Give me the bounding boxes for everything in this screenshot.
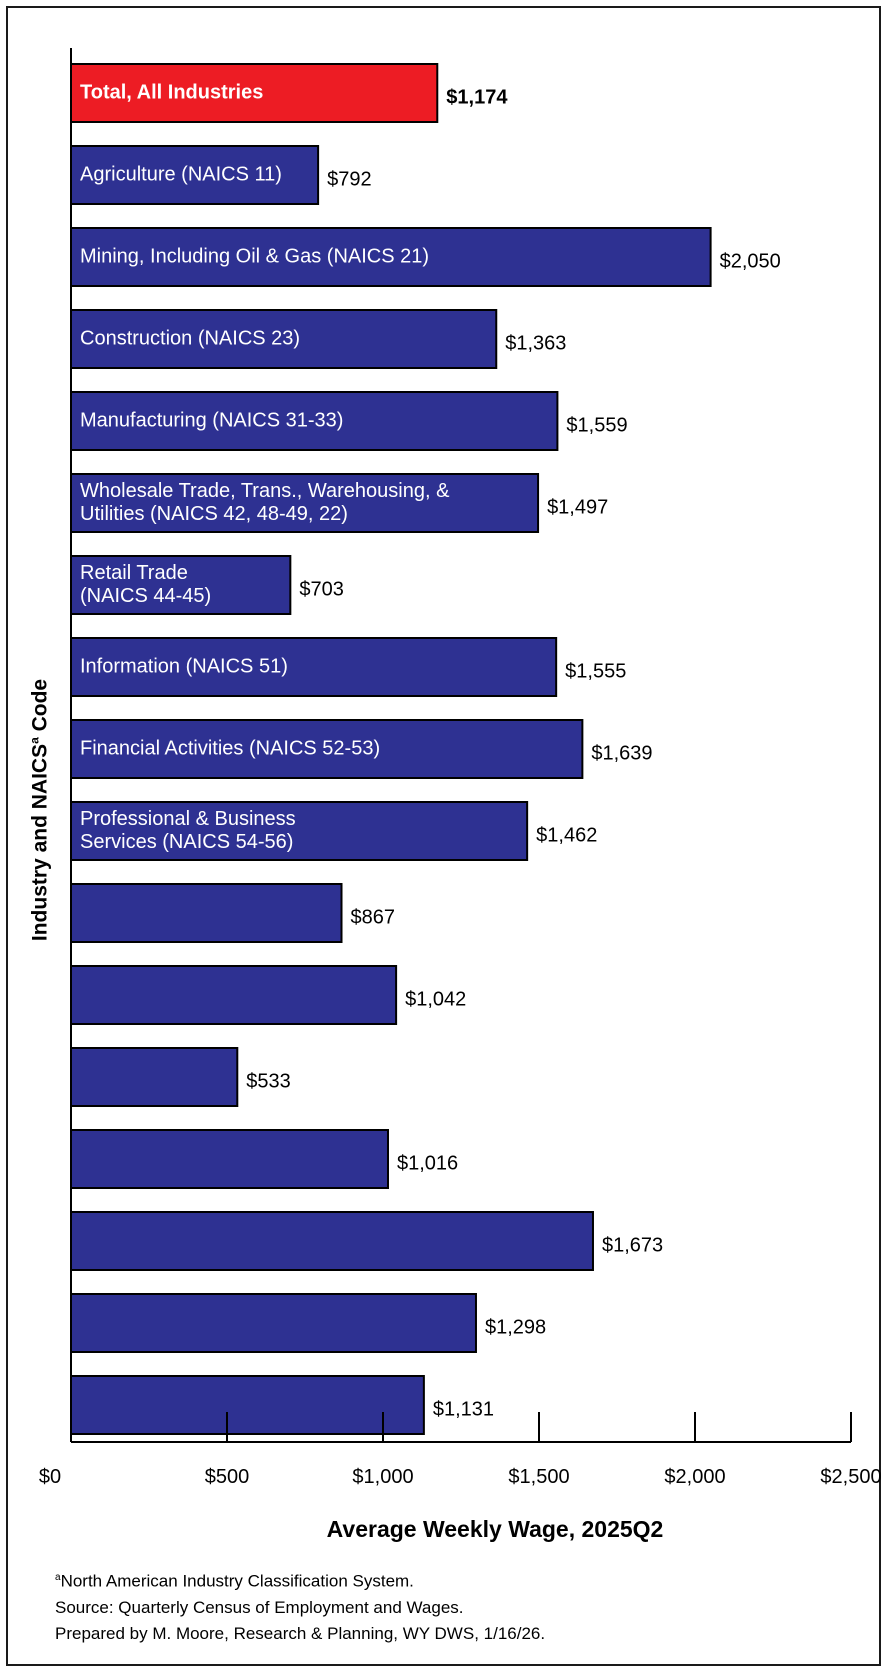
bar (70, 1211, 594, 1271)
footnote-definition: aNorth American Industry Classification … (55, 1571, 414, 1591)
bar (70, 1375, 425, 1435)
value-label: $792 (327, 168, 372, 190)
category-label: Agriculture (NAICS 11) (80, 163, 282, 185)
category-label: Construction (NAICS 23) (80, 327, 300, 349)
bar (70, 801, 529, 861)
category-label: Utilities (NAICS 42, 48-49, 22) (80, 503, 348, 525)
bar (70, 1129, 389, 1189)
bar (70, 227, 712, 287)
category-label: Information (NAICS 51) (80, 655, 288, 677)
value-label: $1,497 (547, 496, 608, 518)
x-tick-label: $2,500 (820, 1466, 881, 1488)
x-tick-label: $2,000 (664, 1466, 725, 1488)
value-label: $1,639 (591, 742, 652, 764)
x-tick-label: $1,500 (508, 1466, 569, 1488)
value-label: $1,555 (565, 660, 626, 682)
value-label: $1,131 (433, 1398, 494, 1420)
value-label: $1,559 (566, 414, 627, 436)
x-tick-label: $0 (39, 1466, 61, 1488)
bar (70, 145, 320, 205)
x-tick-label: $1,000 (352, 1466, 413, 1488)
value-label: $1,363 (505, 332, 566, 354)
bar (70, 719, 584, 779)
x-axis: $0 $500 $1,000 $1,500 $2,000 $2,500 (39, 48, 882, 1488)
category-label: Mining, Including Oil & Gas (NAICS 21) (80, 245, 429, 267)
value-label: $1,673 (602, 1234, 663, 1256)
bar (70, 965, 398, 1025)
value-label: $1,462 (536, 824, 597, 846)
category-label: Manufacturing (NAICS 31-33) (80, 409, 343, 431)
value-label: $867 (351, 906, 396, 928)
value-label: $1,174 (446, 86, 508, 108)
value-label: $1,298 (485, 1316, 546, 1338)
footnote-prepared-by: Prepared by M. Moore, Research & Plannin… (55, 1623, 546, 1643)
x-tick-label: $500 (205, 1466, 250, 1488)
x-axis-title: Average Weekly Wage, 2025Q2 (326, 1516, 664, 1542)
bar (70, 1293, 477, 1353)
category-label: Total, All Industries (80, 81, 263, 103)
value-label: $2,050 (720, 250, 781, 272)
value-label: $1,016 (397, 1152, 458, 1174)
y-axis-title: Industry and NAICSa Code (27, 678, 52, 942)
bar (70, 883, 343, 943)
category-label: Financial Activities (NAICS 52-53) (80, 737, 380, 759)
category-label: (NAICS 44-45) (80, 585, 211, 607)
bars-layer: Total, All Industries $1,174 Agriculture (… (70, 63, 781, 1435)
footnote: aNorth American Industry Classification … (55, 1565, 545, 1647)
category-label: Services (NAICS 54-56) (80, 831, 293, 853)
category-label: Professional & Business (80, 808, 296, 830)
bar (70, 1047, 239, 1107)
value-label: $703 (299, 578, 344, 600)
footnote-source: Source: Quarterly Census of Employment a… (55, 1597, 464, 1617)
chart-frame (6, 6, 881, 1666)
value-label: $533 (246, 1070, 291, 1092)
category-label: Retail Trade (80, 562, 188, 584)
value-label: $1,042 (405, 988, 466, 1010)
bar (70, 63, 439, 123)
category-label: Wholesale Trade, Trans., Warehousing, & (80, 480, 450, 502)
